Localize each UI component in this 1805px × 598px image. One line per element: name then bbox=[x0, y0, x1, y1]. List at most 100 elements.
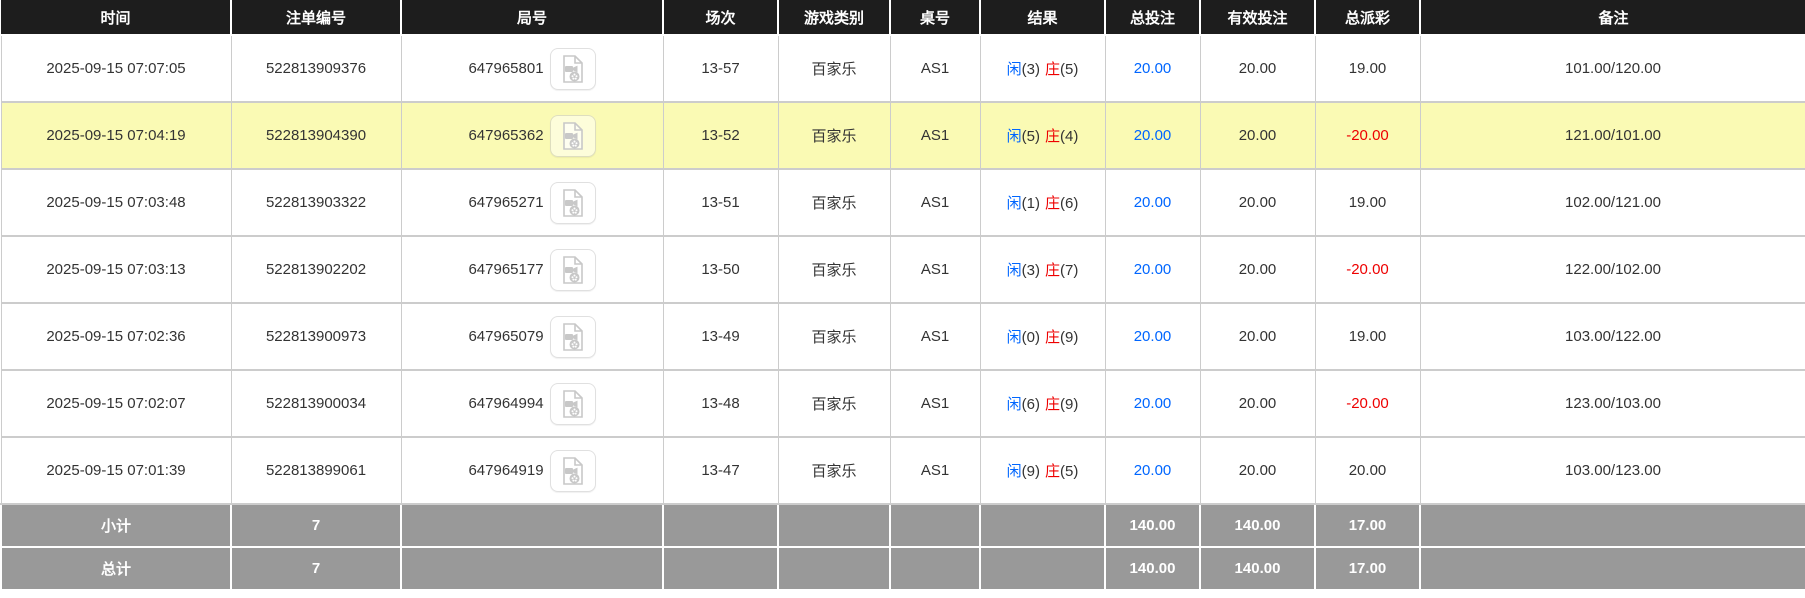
round-cell-content: 647965362 bbox=[402, 114, 663, 157]
cell-bet-id: 522813899061 bbox=[230, 436, 402, 505]
cell-valid-bet: 20.00 bbox=[1199, 235, 1316, 304]
col-header-remark: 备注 bbox=[1420, 0, 1805, 36]
bet-record-row[interactable]: 2025-09-15 07:04:19 522813904390 647965362… bbox=[0, 101, 1805, 170]
round-number: 647964919 bbox=[468, 462, 544, 479]
total-empty-cell bbox=[662, 546, 779, 591]
cell-session: 13-50 bbox=[662, 235, 779, 304]
total-empty-cell bbox=[400, 546, 664, 591]
cell-session: 13-47 bbox=[662, 436, 779, 505]
cell-total-payout: 19.00 bbox=[1314, 168, 1421, 237]
subtotal-empty-cell bbox=[1419, 503, 1805, 548]
cell-game-type: 百家乐 bbox=[777, 436, 891, 505]
cell-valid-bet: 20.00 bbox=[1199, 436, 1316, 505]
video-replay-icon bbox=[562, 188, 583, 217]
result-player-label: 闲 bbox=[1006, 128, 1022, 145]
cell-total-payout: -20.00 bbox=[1314, 369, 1421, 438]
subtotal-total-payout: 17.00 bbox=[1314, 503, 1421, 548]
bet-record-row[interactable]: 2025-09-15 07:02:36 522813900973 647965079… bbox=[0, 302, 1805, 371]
video-replay-button[interactable] bbox=[549, 449, 596, 492]
cell-time: 2025-09-15 07:03:13 bbox=[0, 235, 232, 304]
cell-result: 闲(3) 庄(7) bbox=[979, 235, 1106, 304]
bet-record-row[interactable]: 2025-09-15 07:02:07 522813900034 647964994… bbox=[0, 369, 1805, 438]
result-banker-score: (5) bbox=[1060, 463, 1079, 480]
result-banker-label: 庄 bbox=[1045, 329, 1061, 346]
bet-record-row[interactable]: 2025-09-15 07:01:39 522813899061 647964919… bbox=[0, 436, 1805, 505]
subtotal-count: 7 bbox=[230, 503, 402, 548]
result-player-label: 闲 bbox=[1006, 329, 1022, 346]
cell-valid-bet: 20.00 bbox=[1199, 101, 1316, 170]
round-number: 647965079 bbox=[468, 328, 544, 345]
result-player-label: 闲 bbox=[1006, 396, 1022, 413]
cell-session: 13-57 bbox=[662, 34, 779, 103]
cell-game-type: 百家乐 bbox=[777, 168, 891, 237]
cell-bet-id: 522813902202 bbox=[230, 235, 402, 304]
result-player-label: 闲 bbox=[1006, 463, 1022, 480]
cell-session: 13-48 bbox=[662, 369, 779, 438]
result-banker-label: 庄 bbox=[1045, 463, 1061, 480]
cell-remark: 103.00/122.00 bbox=[1419, 302, 1805, 371]
video-replay-button[interactable] bbox=[549, 47, 596, 90]
subtotal-valid-bet: 140.00 bbox=[1199, 503, 1316, 548]
col-header-session: 场次 bbox=[663, 0, 779, 36]
cell-table-no: AS1 bbox=[889, 235, 981, 304]
cell-total-payout: 19.00 bbox=[1314, 302, 1421, 371]
result-player-score: (3) bbox=[1021, 61, 1040, 78]
col-header-time: 时间 bbox=[1, 0, 232, 36]
cell-bet-id: 522813904390 bbox=[230, 101, 402, 170]
result-banker-score: (5) bbox=[1060, 61, 1079, 78]
cell-result: 闲(3) 庄(5) bbox=[979, 34, 1106, 103]
total-count: 7 bbox=[230, 546, 402, 591]
round-number: 647965801 bbox=[468, 60, 544, 77]
cell-game-type: 百家乐 bbox=[777, 34, 891, 103]
col-header-result: 结果 bbox=[980, 0, 1106, 36]
cell-valid-bet: 20.00 bbox=[1199, 168, 1316, 237]
cell-round: 647965271 bbox=[400, 168, 664, 237]
video-replay-button[interactable] bbox=[549, 315, 596, 358]
subtotal-empty-cell bbox=[662, 503, 779, 548]
result-banker-score: (4) bbox=[1060, 128, 1079, 145]
result-banker-label: 庄 bbox=[1045, 262, 1061, 279]
table-header: 时间 注单编号 局号 场次 游戏类别 桌号 结果 总投注 有效投注 总派彩 备注 bbox=[1, 0, 1805, 36]
result-banker-score: (9) bbox=[1060, 396, 1079, 413]
cell-remark: 102.00/121.00 bbox=[1419, 168, 1805, 237]
video-replay-icon bbox=[562, 322, 583, 351]
cell-result: 闲(1) 庄(6) bbox=[979, 168, 1106, 237]
cell-round: 647964994 bbox=[400, 369, 664, 438]
cell-table-no: AS1 bbox=[889, 369, 981, 438]
total-total-payout: 17.00 bbox=[1314, 546, 1421, 591]
cell-result: 闲(5) 庄(4) bbox=[979, 101, 1106, 170]
video-replay-icon bbox=[562, 255, 583, 284]
cell-total-bet: 20.00 bbox=[1104, 235, 1201, 304]
cell-time: 2025-09-15 07:03:48 bbox=[0, 168, 232, 237]
cell-time: 2025-09-15 07:07:05 bbox=[0, 34, 232, 103]
subtotal-empty-cell bbox=[889, 503, 981, 548]
total-empty-cell bbox=[979, 546, 1106, 591]
result-player-label: 闲 bbox=[1006, 61, 1022, 78]
result-player-score: (6) bbox=[1021, 396, 1040, 413]
cell-bet-id: 522813900973 bbox=[230, 302, 402, 371]
video-replay-icon bbox=[562, 389, 583, 418]
col-header-valid-bet: 有效投注 bbox=[1200, 0, 1316, 36]
video-replay-button[interactable] bbox=[549, 114, 596, 157]
cell-total-bet: 20.00 bbox=[1104, 369, 1201, 438]
video-replay-button[interactable] bbox=[549, 248, 596, 291]
cell-session: 13-49 bbox=[662, 302, 779, 371]
subtotal-total-bet: 140.00 bbox=[1104, 503, 1201, 548]
video-replay-icon bbox=[562, 121, 583, 150]
col-header-total-bet: 总投注 bbox=[1105, 0, 1201, 36]
round-cell-content: 647964994 bbox=[402, 382, 663, 425]
cell-round: 647964919 bbox=[400, 436, 664, 505]
bet-record-row[interactable]: 2025-09-15 07:03:48 522813903322 647965271… bbox=[0, 168, 1805, 237]
video-replay-button[interactable] bbox=[549, 181, 596, 224]
cell-time: 2025-09-15 07:02:36 bbox=[0, 302, 232, 371]
bet-record-row[interactable]: 2025-09-15 07:03:13 522813902202 647965177… bbox=[0, 235, 1805, 304]
cell-game-type: 百家乐 bbox=[777, 302, 891, 371]
subtotal-row: 小计 7 140.00 140.00 17.00 bbox=[0, 503, 1805, 548]
result-banker-score: (7) bbox=[1060, 262, 1079, 279]
bet-record-row[interactable]: 2025-09-15 07:07:05 522813909376 647965801… bbox=[0, 34, 1805, 103]
round-number: 647965271 bbox=[468, 194, 544, 211]
subtotal-label: 小计 bbox=[0, 503, 232, 548]
result-banker-label: 庄 bbox=[1045, 396, 1061, 413]
cell-game-type: 百家乐 bbox=[777, 369, 891, 438]
video-replay-button[interactable] bbox=[549, 382, 596, 425]
